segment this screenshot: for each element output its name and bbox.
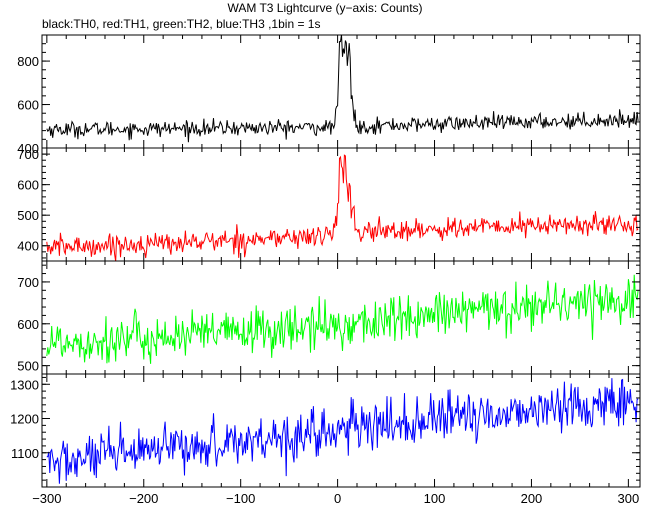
x-tick-label: −200: [129, 491, 158, 505]
x-tick-label: 0: [334, 491, 341, 505]
x-tick-label: −300: [32, 491, 61, 505]
series-th3: [46, 378, 639, 484]
series-th2: [46, 274, 639, 364]
chart-subtitle: black:TH0, red:TH1, green:TH2, blue:TH3 …: [42, 17, 321, 31]
y-tick-label: 1300: [10, 377, 39, 392]
y-tick-label: 1200: [10, 412, 39, 427]
x-tick-label: −100: [226, 491, 255, 505]
y-tick-label: 800: [17, 54, 39, 69]
y-tick-label: 400: [17, 141, 39, 156]
y-tick-label: 1100: [11, 446, 39, 461]
x-axis: −300 −200 −100 0 100 200 300: [32, 491, 639, 505]
y-tick-label: 400: [17, 239, 39, 254]
series-th0: [46, 35, 639, 143]
panel-th3: 1100 1200 1300: [10, 373, 641, 488]
panels-layer: 400 600 800 400 500 600 700 500 600 700 1100 1200 13…: [10, 34, 641, 488]
series-th1: [46, 154, 639, 261]
x-tick-label: 300: [618, 491, 640, 505]
panel-th0: 400 600 800: [17, 34, 641, 156]
y-tick-label: 600: [17, 98, 39, 113]
panel-th2: 500 600 700: [17, 260, 641, 375]
y-tick-label: 500: [17, 208, 39, 223]
x-tick-label: 100: [424, 491, 446, 505]
y-tick-label: 500: [17, 359, 39, 374]
panel-th1: 400 500 600 700: [17, 147, 641, 262]
y-tick-label: 700: [17, 275, 39, 290]
y-tick-label: 600: [17, 317, 39, 332]
panel-frame: [41, 373, 641, 488]
x-tick-label: 200: [521, 491, 543, 505]
chart-title: WAM T3 Lightcurve (y−axis: Counts): [227, 1, 423, 15]
panel-frame: [41, 260, 641, 375]
y-tick-label: 600: [17, 178, 39, 193]
y-tick-label: 700: [17, 147, 39, 162]
